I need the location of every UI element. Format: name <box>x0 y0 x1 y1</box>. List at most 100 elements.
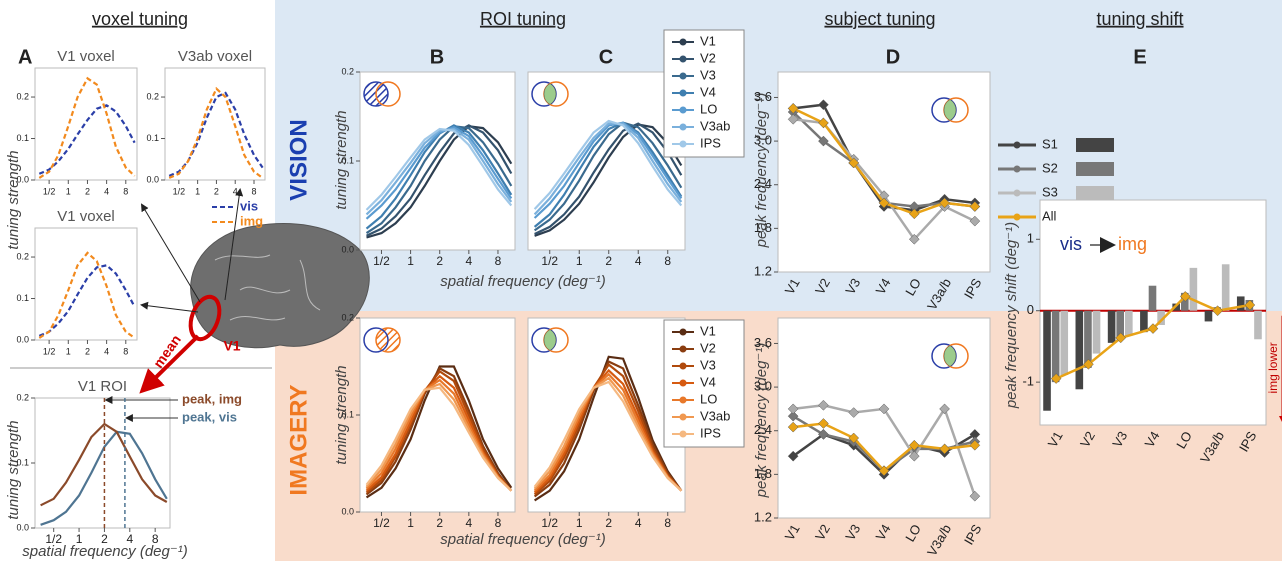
legend-label: V3 <box>700 67 716 82</box>
series-line <box>365 369 513 494</box>
x-tick-label: V2 <box>1077 429 1098 450</box>
peak-label: peak, vis <box>182 409 237 424</box>
y-tick-label: 0.1 <box>341 155 354 165</box>
point-marker <box>1083 358 1094 370</box>
legend-label: S1 <box>1042 136 1058 151</box>
venn-icon <box>943 345 957 367</box>
legend-marker <box>679 38 687 46</box>
y-tick-label: 3.0 <box>754 133 772 148</box>
legend-label: V3ab <box>700 118 730 133</box>
row-label: VISION <box>285 119 312 200</box>
x-tick-label: V1 <box>1045 429 1066 450</box>
legend-marker <box>1013 165 1021 173</box>
peak-label: peak, img <box>182 391 242 406</box>
bar <box>1180 292 1189 311</box>
point-marker <box>939 403 950 415</box>
bar <box>1084 310 1092 368</box>
x-tick-label: V1 <box>782 276 803 297</box>
y-tick-label: 1.8 <box>754 466 772 481</box>
legend-label: LO <box>700 391 717 406</box>
y-tick-label: 1.2 <box>754 509 772 524</box>
x-tick-label: 1/2 <box>541 254 558 268</box>
point-marker <box>848 407 860 418</box>
legend-label: S2 <box>1042 160 1058 175</box>
panel-letter: E <box>1133 46 1146 68</box>
series-line <box>40 430 168 526</box>
legend-label: V4 <box>700 374 716 389</box>
series-line <box>533 122 683 216</box>
legend-label: img <box>240 213 263 228</box>
section-title: tuning shift <box>1096 9 1183 29</box>
point-marker <box>787 410 799 422</box>
y-tick-label: 1.2 <box>754 263 772 278</box>
panel-letter: D <box>886 46 900 68</box>
point-marker <box>878 197 890 209</box>
x-tick-label: V3 <box>842 522 863 543</box>
y-tick-label: 3.6 <box>754 89 772 104</box>
shift-label: vis <box>1060 234 1082 254</box>
bar <box>1140 310 1148 333</box>
row-label: IMAGERY <box>285 384 312 495</box>
point-marker <box>787 450 799 462</box>
point-marker <box>848 157 860 169</box>
section-title: subject tuning <box>824 9 935 29</box>
y-axis-label: tuning strength <box>333 365 350 464</box>
panel-title: V3ab voxel <box>178 48 252 65</box>
x-tick-label: V2 <box>812 276 833 297</box>
point-marker <box>1050 373 1062 384</box>
point-marker <box>787 103 799 114</box>
legend-marker <box>679 345 687 353</box>
point-marker <box>878 403 890 415</box>
bar <box>1075 310 1084 390</box>
y-tick-label: 0.2 <box>16 91 29 101</box>
y-tick-label: 0.1 <box>16 293 29 303</box>
y-tick-label: 2.4 <box>754 176 772 191</box>
x-tick-label: 1/2 <box>373 516 390 530</box>
bar <box>1204 310 1213 322</box>
x-tick-label: 8 <box>152 532 159 546</box>
point-marker <box>969 490 981 502</box>
section-title: ROI tuning <box>480 9 566 29</box>
bar <box>1060 310 1069 375</box>
point-marker <box>908 233 920 245</box>
y-tick-label: -1 <box>1022 374 1034 389</box>
point-marker <box>1179 291 1191 302</box>
point-marker <box>908 450 920 462</box>
legend-label: All <box>1042 208 1057 223</box>
bar <box>1254 310 1262 340</box>
y-tick-label: 0.1 <box>341 409 354 419</box>
y-tick-label: 0.1 <box>16 457 29 467</box>
y-tick-label: 0.2 <box>341 66 354 76</box>
series-line <box>168 91 264 177</box>
panel-letter: B <box>430 46 444 68</box>
series-line <box>534 355 683 502</box>
venn-icon <box>943 99 957 121</box>
point-marker <box>1115 332 1127 344</box>
x-tick-label: 1 <box>576 516 583 530</box>
x-tick-label: 4 <box>104 346 109 356</box>
legend-marker <box>679 396 687 404</box>
panel-title: V1 voxel <box>57 208 115 225</box>
brain <box>139 188 370 394</box>
series-line <box>533 380 683 492</box>
y-tick-label: 1.8 <box>754 220 772 235</box>
legend-marker <box>1013 189 1021 197</box>
y-tick-label: 0.2 <box>16 251 29 261</box>
series-line <box>533 121 683 219</box>
x-tick-label: 2 <box>85 186 90 196</box>
x-tick-label: 1 <box>576 254 583 268</box>
x-tick-label: 1/2 <box>43 346 56 356</box>
bar <box>1189 267 1198 311</box>
series-line <box>38 104 136 175</box>
venn-icon <box>375 81 401 107</box>
x-tick-label: 1 <box>66 186 71 196</box>
point-marker <box>939 197 950 209</box>
x-tick-label: 1/2 <box>173 186 186 196</box>
x-tick-label: 8 <box>664 254 671 268</box>
x-tick-label: 2 <box>85 346 90 356</box>
y-tick-label: 0.1 <box>146 133 159 143</box>
series-line <box>533 121 683 228</box>
series-line <box>365 365 513 499</box>
x-tick-label: 2 <box>605 516 612 530</box>
y-tick-label: 1 <box>1027 231 1034 246</box>
